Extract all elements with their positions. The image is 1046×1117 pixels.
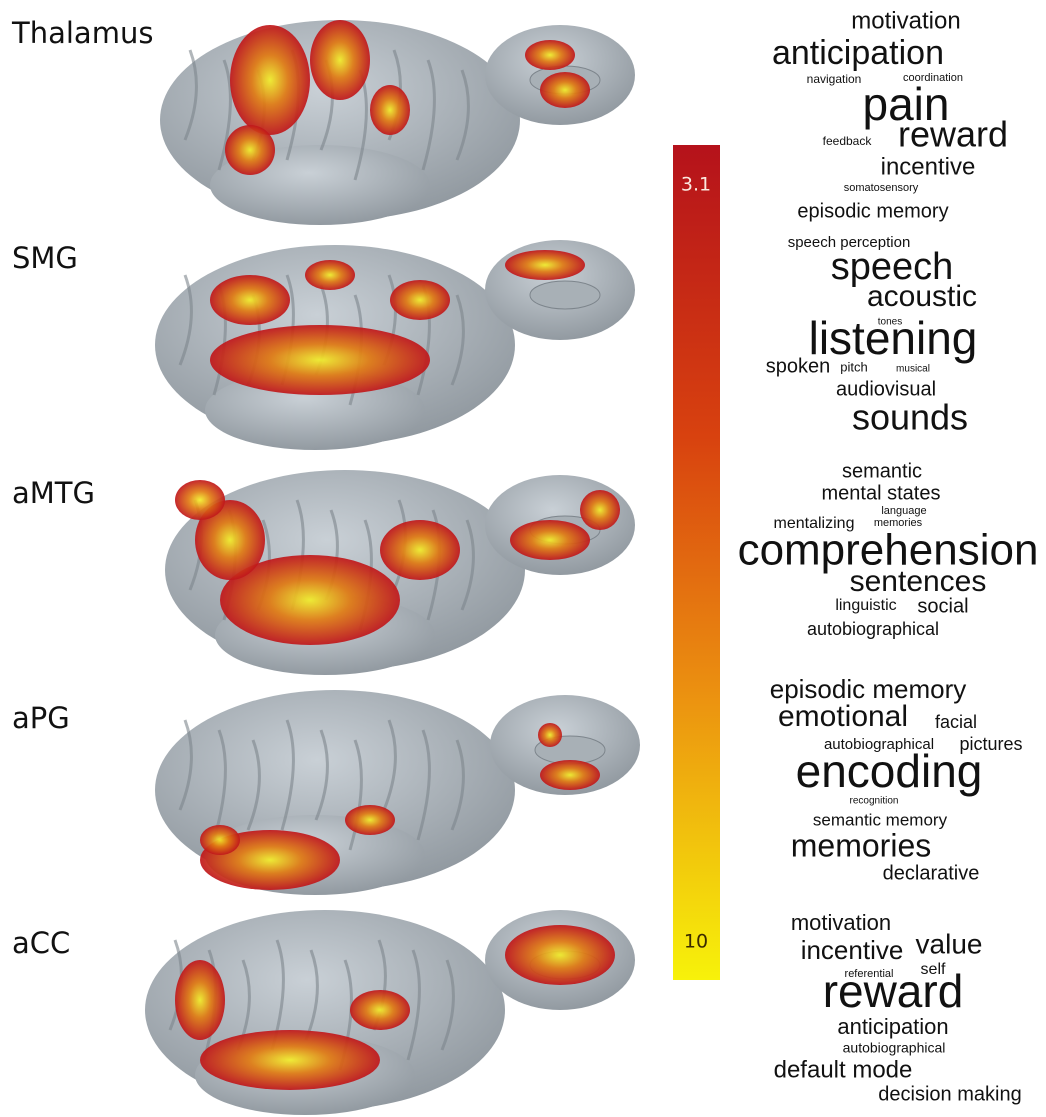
word: social xyxy=(917,595,968,617)
activation xyxy=(175,960,225,1040)
word: sounds xyxy=(852,397,968,438)
activation xyxy=(505,925,615,985)
word: listening xyxy=(809,312,978,364)
word: reward xyxy=(898,114,1008,155)
word: language xyxy=(881,505,926,517)
word: memories xyxy=(791,827,931,863)
activation xyxy=(538,723,562,747)
word: musical xyxy=(896,364,930,375)
row-label: SMG xyxy=(12,241,78,275)
activation xyxy=(350,990,410,1030)
activation xyxy=(200,1030,380,1090)
word: anticipation xyxy=(837,1014,948,1039)
activation xyxy=(210,275,290,325)
activation xyxy=(540,760,600,790)
activation xyxy=(525,40,575,70)
activation xyxy=(230,25,310,135)
word: spoken xyxy=(766,355,831,377)
word: default mode xyxy=(774,1056,913,1083)
colorbar-label: 3.1 xyxy=(681,174,711,196)
row-label: aMTG xyxy=(12,476,95,510)
word: incentive xyxy=(801,935,904,965)
word: anticipation xyxy=(772,34,944,72)
word: declarative xyxy=(883,862,980,884)
word: feedback xyxy=(823,134,873,148)
word: autobiographical xyxy=(843,1040,946,1056)
activation xyxy=(210,325,430,395)
colorbar-label: 10 xyxy=(684,931,708,953)
activation xyxy=(580,490,620,530)
activation xyxy=(200,825,240,855)
word: mental states xyxy=(822,482,941,504)
word: recognition xyxy=(850,796,899,807)
word: incentive xyxy=(881,153,976,180)
figure: ThalamusSMGaMTGaPGaCCmotivationanticipat… xyxy=(0,0,1046,1117)
word: acoustic xyxy=(867,280,977,313)
word: motivation xyxy=(851,7,960,34)
activation xyxy=(370,85,410,135)
word: emotional xyxy=(778,700,908,733)
activation xyxy=(390,280,450,320)
activation xyxy=(345,805,395,835)
word: navigation xyxy=(807,72,862,86)
colorbar xyxy=(673,145,720,980)
row-label: aPG xyxy=(12,701,70,735)
activation xyxy=(540,72,590,108)
activation xyxy=(505,250,585,280)
word: autobiographical xyxy=(807,619,939,639)
activation xyxy=(305,260,355,290)
word: linguistic xyxy=(835,597,896,614)
word: facial xyxy=(935,712,977,732)
word: episodic memory xyxy=(797,200,948,222)
word: sentences xyxy=(850,565,987,598)
word: pitch xyxy=(840,359,867,374)
row-label: Thalamus xyxy=(11,16,153,50)
word: encoding xyxy=(796,745,983,797)
activation xyxy=(380,520,460,580)
word: semantic xyxy=(842,460,922,482)
row-label: aCC xyxy=(12,926,70,960)
word: decision making xyxy=(878,1083,1021,1105)
activation xyxy=(225,125,275,175)
activation xyxy=(510,520,590,560)
activation xyxy=(310,20,370,100)
word: somatosensory xyxy=(844,182,919,194)
word: value xyxy=(916,928,983,959)
word: motivation xyxy=(791,910,891,935)
activation xyxy=(175,480,225,520)
word: reward xyxy=(823,965,964,1017)
corpus-callosum xyxy=(530,281,600,309)
